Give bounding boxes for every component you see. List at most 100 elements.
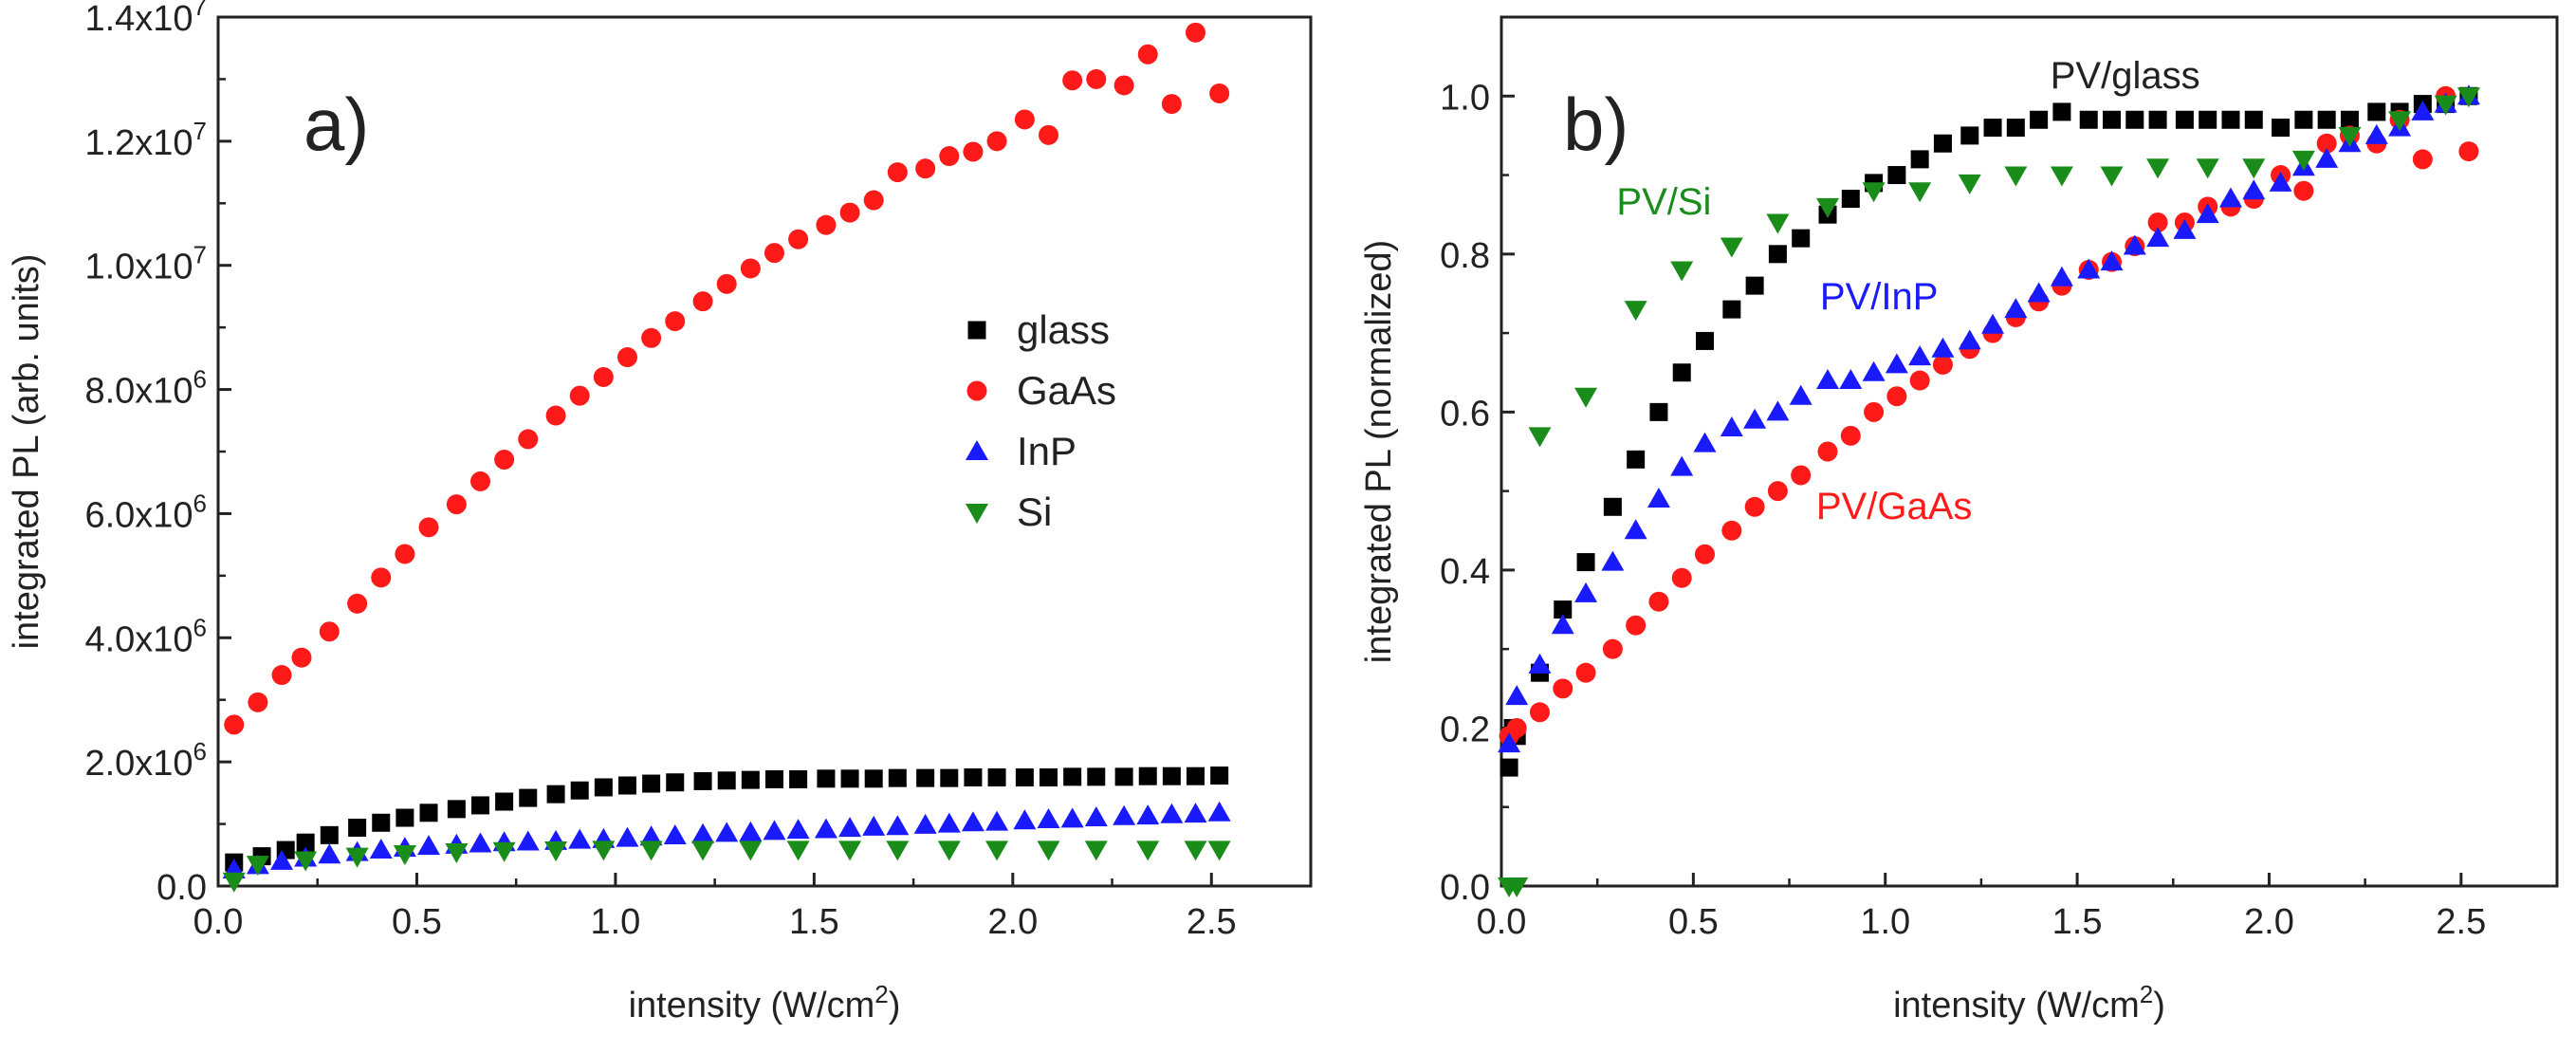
data-point <box>568 828 592 849</box>
data-point <box>593 366 614 387</box>
data-point <box>763 820 786 841</box>
data-point <box>320 825 339 844</box>
data-point <box>1816 369 1840 390</box>
data-point <box>2146 158 2170 179</box>
x-tick-label: 2.0 <box>2244 902 2294 942</box>
x-tick-label: 0.5 <box>392 902 442 942</box>
data-point <box>1791 465 1812 486</box>
data-point <box>1576 553 1595 572</box>
data-point <box>2125 110 2144 129</box>
y-axis-label: integrated PL (normalized) <box>1359 240 1399 663</box>
data-point <box>2367 102 2386 121</box>
data-point <box>1184 803 1207 823</box>
data-point <box>1015 768 1034 786</box>
data-point <box>691 822 715 843</box>
data-point <box>594 778 613 797</box>
data-point <box>786 819 810 840</box>
data-point <box>1138 767 1157 785</box>
data-point <box>1789 384 1812 405</box>
data-point <box>1887 166 1906 185</box>
data-point <box>764 769 783 788</box>
data-point <box>516 830 540 851</box>
data-point <box>961 811 984 832</box>
data-point <box>1766 213 1790 234</box>
data-point <box>1695 544 1716 564</box>
data-point <box>1553 678 1573 699</box>
data-point <box>616 347 637 368</box>
data-point <box>1649 402 1668 421</box>
data-point <box>1160 803 1184 823</box>
data-point <box>1602 638 1623 659</box>
data-point <box>1505 685 1529 706</box>
data-point <box>1575 662 1596 683</box>
data-point <box>1886 386 1907 407</box>
data-point <box>545 405 566 426</box>
y-tick-label: 0.2 <box>1440 710 1490 749</box>
data-point <box>1037 807 1060 828</box>
data-point <box>2412 149 2433 170</box>
data-point <box>1084 841 1108 861</box>
data-point <box>663 824 687 845</box>
data-point <box>739 821 763 841</box>
data-point <box>2052 102 2071 121</box>
data-point <box>1551 614 1574 635</box>
data-point <box>2004 166 2028 187</box>
data-point <box>2294 110 2313 129</box>
data-point <box>717 771 736 790</box>
data-point <box>569 385 590 406</box>
data-point <box>1722 300 1741 319</box>
data-point <box>1672 363 1691 382</box>
data-point <box>446 494 467 515</box>
data-point <box>2004 298 2028 319</box>
data-point <box>1816 197 1840 218</box>
y-tick-label: 6.0x106 <box>84 489 207 535</box>
data-point <box>1745 276 1764 295</box>
series-glass <box>225 767 1229 872</box>
data-point <box>764 243 784 264</box>
data-point <box>1908 182 1932 203</box>
y-tick-label: 1.0 <box>1440 78 1490 118</box>
data-point <box>788 229 809 249</box>
data-point <box>470 796 489 815</box>
data-point <box>1505 878 1529 897</box>
data-point <box>916 768 935 787</box>
data-point <box>1209 83 1230 103</box>
data-point <box>2123 234 2146 255</box>
data-point <box>291 647 312 668</box>
data-point <box>1084 806 1108 827</box>
data-point <box>1768 245 1787 264</box>
data-point <box>1862 360 1886 381</box>
data-point <box>2050 266 2073 286</box>
data-point <box>2173 218 2197 239</box>
data-point <box>1014 109 1035 130</box>
data-point <box>2411 100 2435 120</box>
data-point <box>1910 150 1929 169</box>
data-point <box>1841 190 1860 209</box>
data-point <box>665 311 686 332</box>
y-tick-label: 2.0x106 <box>84 737 207 784</box>
x-axis-label: intensity (W/cm2) <box>1893 980 2165 1025</box>
x-axis-label: intensity (W/cm2) <box>629 980 901 1025</box>
plot-frame <box>216 15 1313 888</box>
data-point <box>1063 767 1082 786</box>
data-point <box>1931 337 1955 358</box>
data-point <box>693 771 712 790</box>
data-point <box>838 841 862 861</box>
data-point <box>224 714 245 735</box>
data-point <box>642 774 661 793</box>
data-point <box>1648 591 1669 612</box>
data-point <box>1720 237 1743 258</box>
y-axis-label: integrated PL (arb. units) <box>7 254 46 650</box>
data-point <box>2103 110 2122 129</box>
data-point <box>495 792 514 811</box>
y-tick-label: 0.8 <box>1440 236 1490 276</box>
legend-marker <box>966 504 988 524</box>
data-point <box>1062 70 1083 91</box>
data-point <box>2027 282 2051 303</box>
series-pv-si <box>1498 87 2480 897</box>
x-tick-label: 1.5 <box>2052 902 2103 942</box>
data-point <box>1908 345 1932 366</box>
data-point <box>2100 250 2124 271</box>
legend-marker <box>966 440 988 460</box>
data-point <box>294 851 318 872</box>
